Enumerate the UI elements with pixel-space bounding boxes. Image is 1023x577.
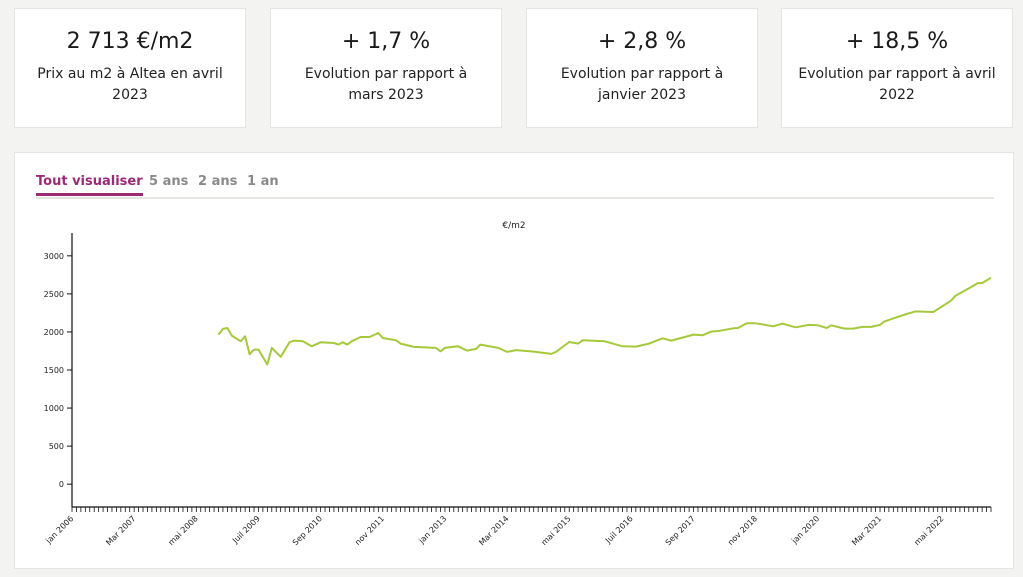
stat-label: Evolution par rapport à avril 2022 xyxy=(798,66,996,103)
y-tick-label: 1500 xyxy=(44,366,64,375)
y-tick-label: 0 xyxy=(59,480,64,489)
x-tick-label: Juil 2009 xyxy=(230,514,262,546)
x-tick-label: jan 2013 xyxy=(416,514,448,546)
tab-5-years[interactable]: 5 ans xyxy=(149,174,189,189)
x-tick-label: nov 2011 xyxy=(353,514,386,547)
stat-value: + 2,8 % xyxy=(597,29,687,54)
stat-card-quarterly-change: + 2,8 % Evolution par rapport à janvier … xyxy=(526,8,758,128)
x-tick-label: mai 2022 xyxy=(912,514,945,547)
chart-panel: Tout visualiser 5 ans 2 ans 1 an xyxy=(14,152,1014,569)
stat-card-price: 2 713 €/m2 Prix au m2 à Altea en avril 2… xyxy=(14,8,246,128)
y-tick-label: 1000 xyxy=(44,404,64,413)
stat-card-monthly-change: + 1,7 % Evolution par rapport à mars 202… xyxy=(270,8,502,128)
chart-title: €/m2 xyxy=(502,221,525,231)
x-tick-label: Mar 2007 xyxy=(104,514,137,547)
x-tick-label: mai 2008 xyxy=(167,514,200,547)
stat-label: Prix au m2 à Altea en avril 2023 xyxy=(37,66,223,103)
x-tick-label: Sep 2017 xyxy=(664,514,697,547)
y-tick-label: 2000 xyxy=(44,328,64,337)
x-tick-label: Juil 2016 xyxy=(603,514,635,546)
stat-value: 2 713 €/m2 xyxy=(66,29,194,54)
stat-label: Evolution par rapport à janvier 2023 xyxy=(560,66,724,103)
stat-value: + 1,7 % xyxy=(341,29,431,54)
x-tick-label: jan 2006 xyxy=(44,514,76,546)
x-tick-label: Sep 2010 xyxy=(291,514,324,547)
tab-all[interactable]: Tout visualiser xyxy=(36,174,143,196)
tab-1-year[interactable]: 1 an xyxy=(247,174,279,189)
period-tabs: Tout visualiser 5 ans 2 ans 1 an xyxy=(36,173,994,199)
price-series-line xyxy=(217,276,992,366)
x-tick-label: Mar 2014 xyxy=(477,514,510,547)
x-tick-label: Mar 2021 xyxy=(850,514,883,547)
y-tick-label: 500 xyxy=(49,442,64,451)
stat-label: Evolution par rapport à mars 2023 xyxy=(304,66,468,103)
y-tick-label: 2500 xyxy=(44,290,64,299)
y-tick-label: 3000 xyxy=(44,252,64,261)
stat-value: + 18,5 % xyxy=(845,29,949,54)
x-tick-label: mai 2015 xyxy=(540,514,573,547)
tab-2-years[interactable]: 2 ans xyxy=(198,174,238,189)
x-tick-label: nov 2018 xyxy=(726,514,759,547)
stat-card-yearly-change: + 18,5 % Evolution par rapport à avril 2… xyxy=(781,8,1013,128)
x-tick-label: jan 2020 xyxy=(789,514,821,546)
